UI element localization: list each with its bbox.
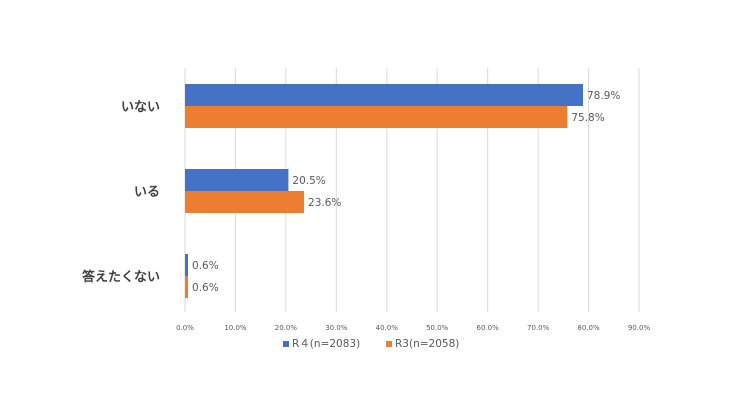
x-tick-label: 50.0% [426,324,449,332]
bar-r4 [185,84,584,106]
category-label: いない [121,100,160,115]
x-tick-label: 70.0% [527,324,550,332]
x-tick-label: 40.0% [376,324,399,332]
x-tick-label: 90.0% [628,324,651,332]
legend-swatch [386,341,392,347]
bar-r3 [185,106,568,128]
legend: R４(n=2083) R3(n=2058) [283,338,459,350]
x-tick-label: 30.0% [325,324,348,332]
bars [185,84,584,298]
data-label: 0.6% [192,282,219,294]
data-label: 75.8% [571,112,604,124]
bar-r4 [185,254,189,276]
x-tick-label: 10.0% [224,324,247,332]
data-label: 78.9% [587,90,620,102]
x-tick-label: 20.0% [275,324,298,332]
data-label: 20.5% [292,175,325,187]
legend-label: R４(n=2083) [292,338,360,350]
bar-r4 [185,169,289,191]
legend-swatch [283,341,289,347]
labels: 0.0% 10.0% 20.0% 30.0% 40.0% 50.0% 60.0% 70.0% 8… [82,90,650,332]
x-tick-label: 60.0% [477,324,500,332]
category-label: いる [134,185,160,200]
category-label: 答えたくない [82,269,160,285]
bar-r3 [185,276,189,298]
bar-r3 [185,191,305,213]
x-tick-label: 0.0% [176,324,194,332]
data-label: 0.6% [192,260,219,272]
data-label: 23.6% [308,197,341,209]
legend-label: R3(n=2058) [395,338,459,350]
x-tick-label: 80.0% [577,324,600,332]
